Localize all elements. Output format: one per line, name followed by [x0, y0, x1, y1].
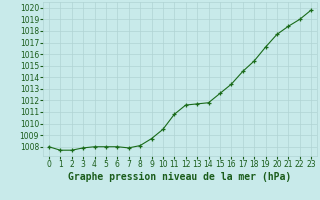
X-axis label: Graphe pression niveau de la mer (hPa): Graphe pression niveau de la mer (hPa) — [68, 172, 292, 182]
